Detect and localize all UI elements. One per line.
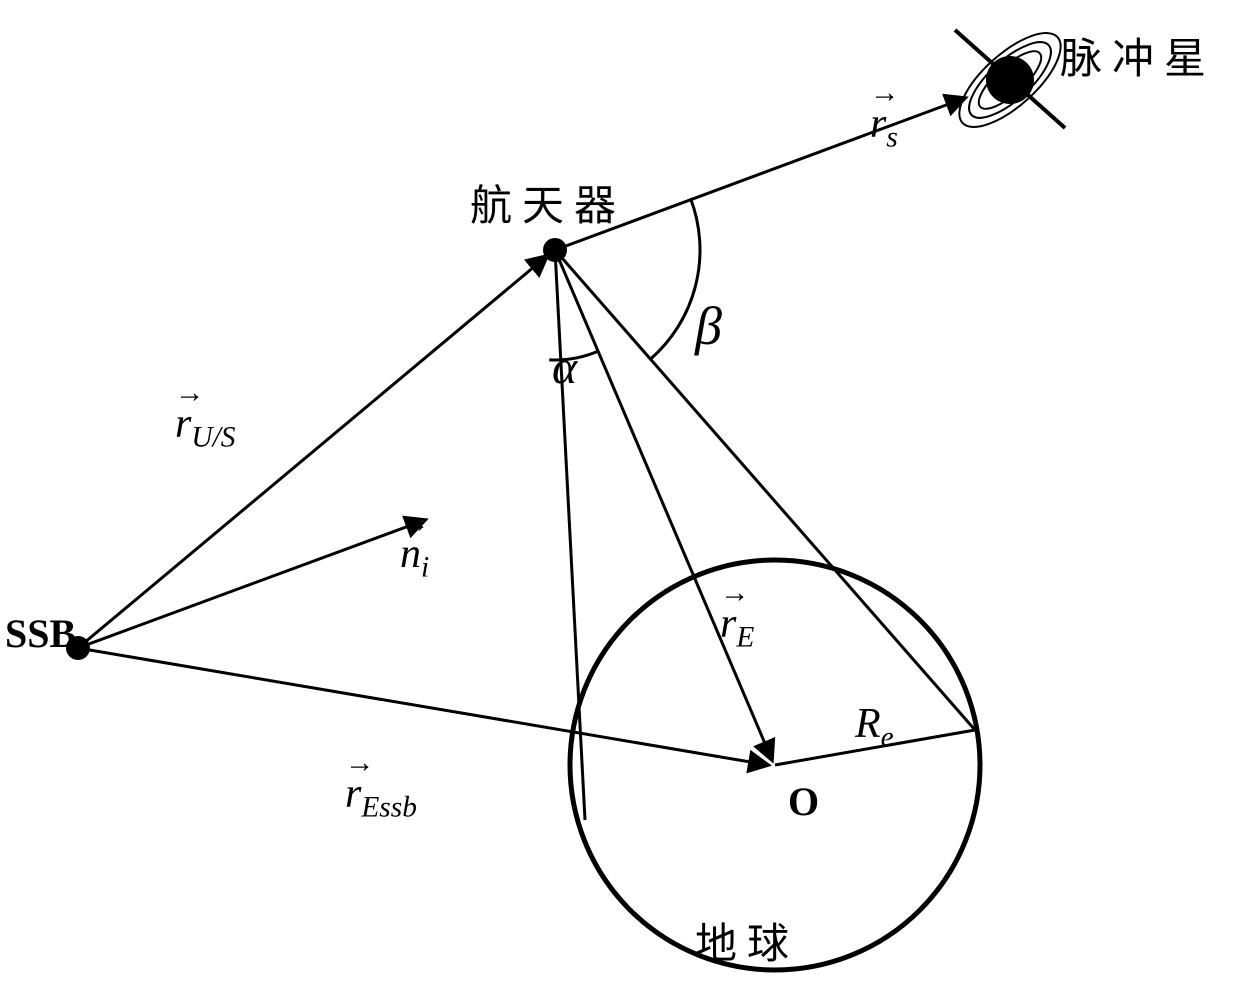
tangent-right — [555, 250, 975, 730]
label-ssb: SSB — [5, 610, 76, 657]
label-earth: 地球 — [695, 910, 799, 971]
arc-beta — [650, 198, 700, 359]
label-beta: β — [695, 295, 722, 357]
label-r-s: r→s — [870, 100, 898, 154]
vector-n-i — [78, 520, 425, 648]
label-alpha: α — [552, 340, 577, 395]
point-spacecraft — [543, 238, 567, 262]
label-spacecraft: 航天器 — [470, 172, 626, 233]
label-n-i: n→i — [400, 530, 429, 584]
label-r-us: r→U/S — [175, 400, 235, 454]
pulsar-body — [986, 56, 1034, 104]
label-earth-center: O — [788, 778, 819, 825]
label-R-e: Re — [855, 700, 894, 754]
label-r-essb: r→Essb — [345, 770, 417, 824]
label-pulsar: 脉冲星 — [1060, 25, 1216, 86]
vector-r-essb — [78, 648, 768, 765]
geometry-diagram — [0, 0, 1240, 1008]
vector-r-us — [78, 256, 547, 648]
label-r-e: r→E — [720, 600, 754, 654]
